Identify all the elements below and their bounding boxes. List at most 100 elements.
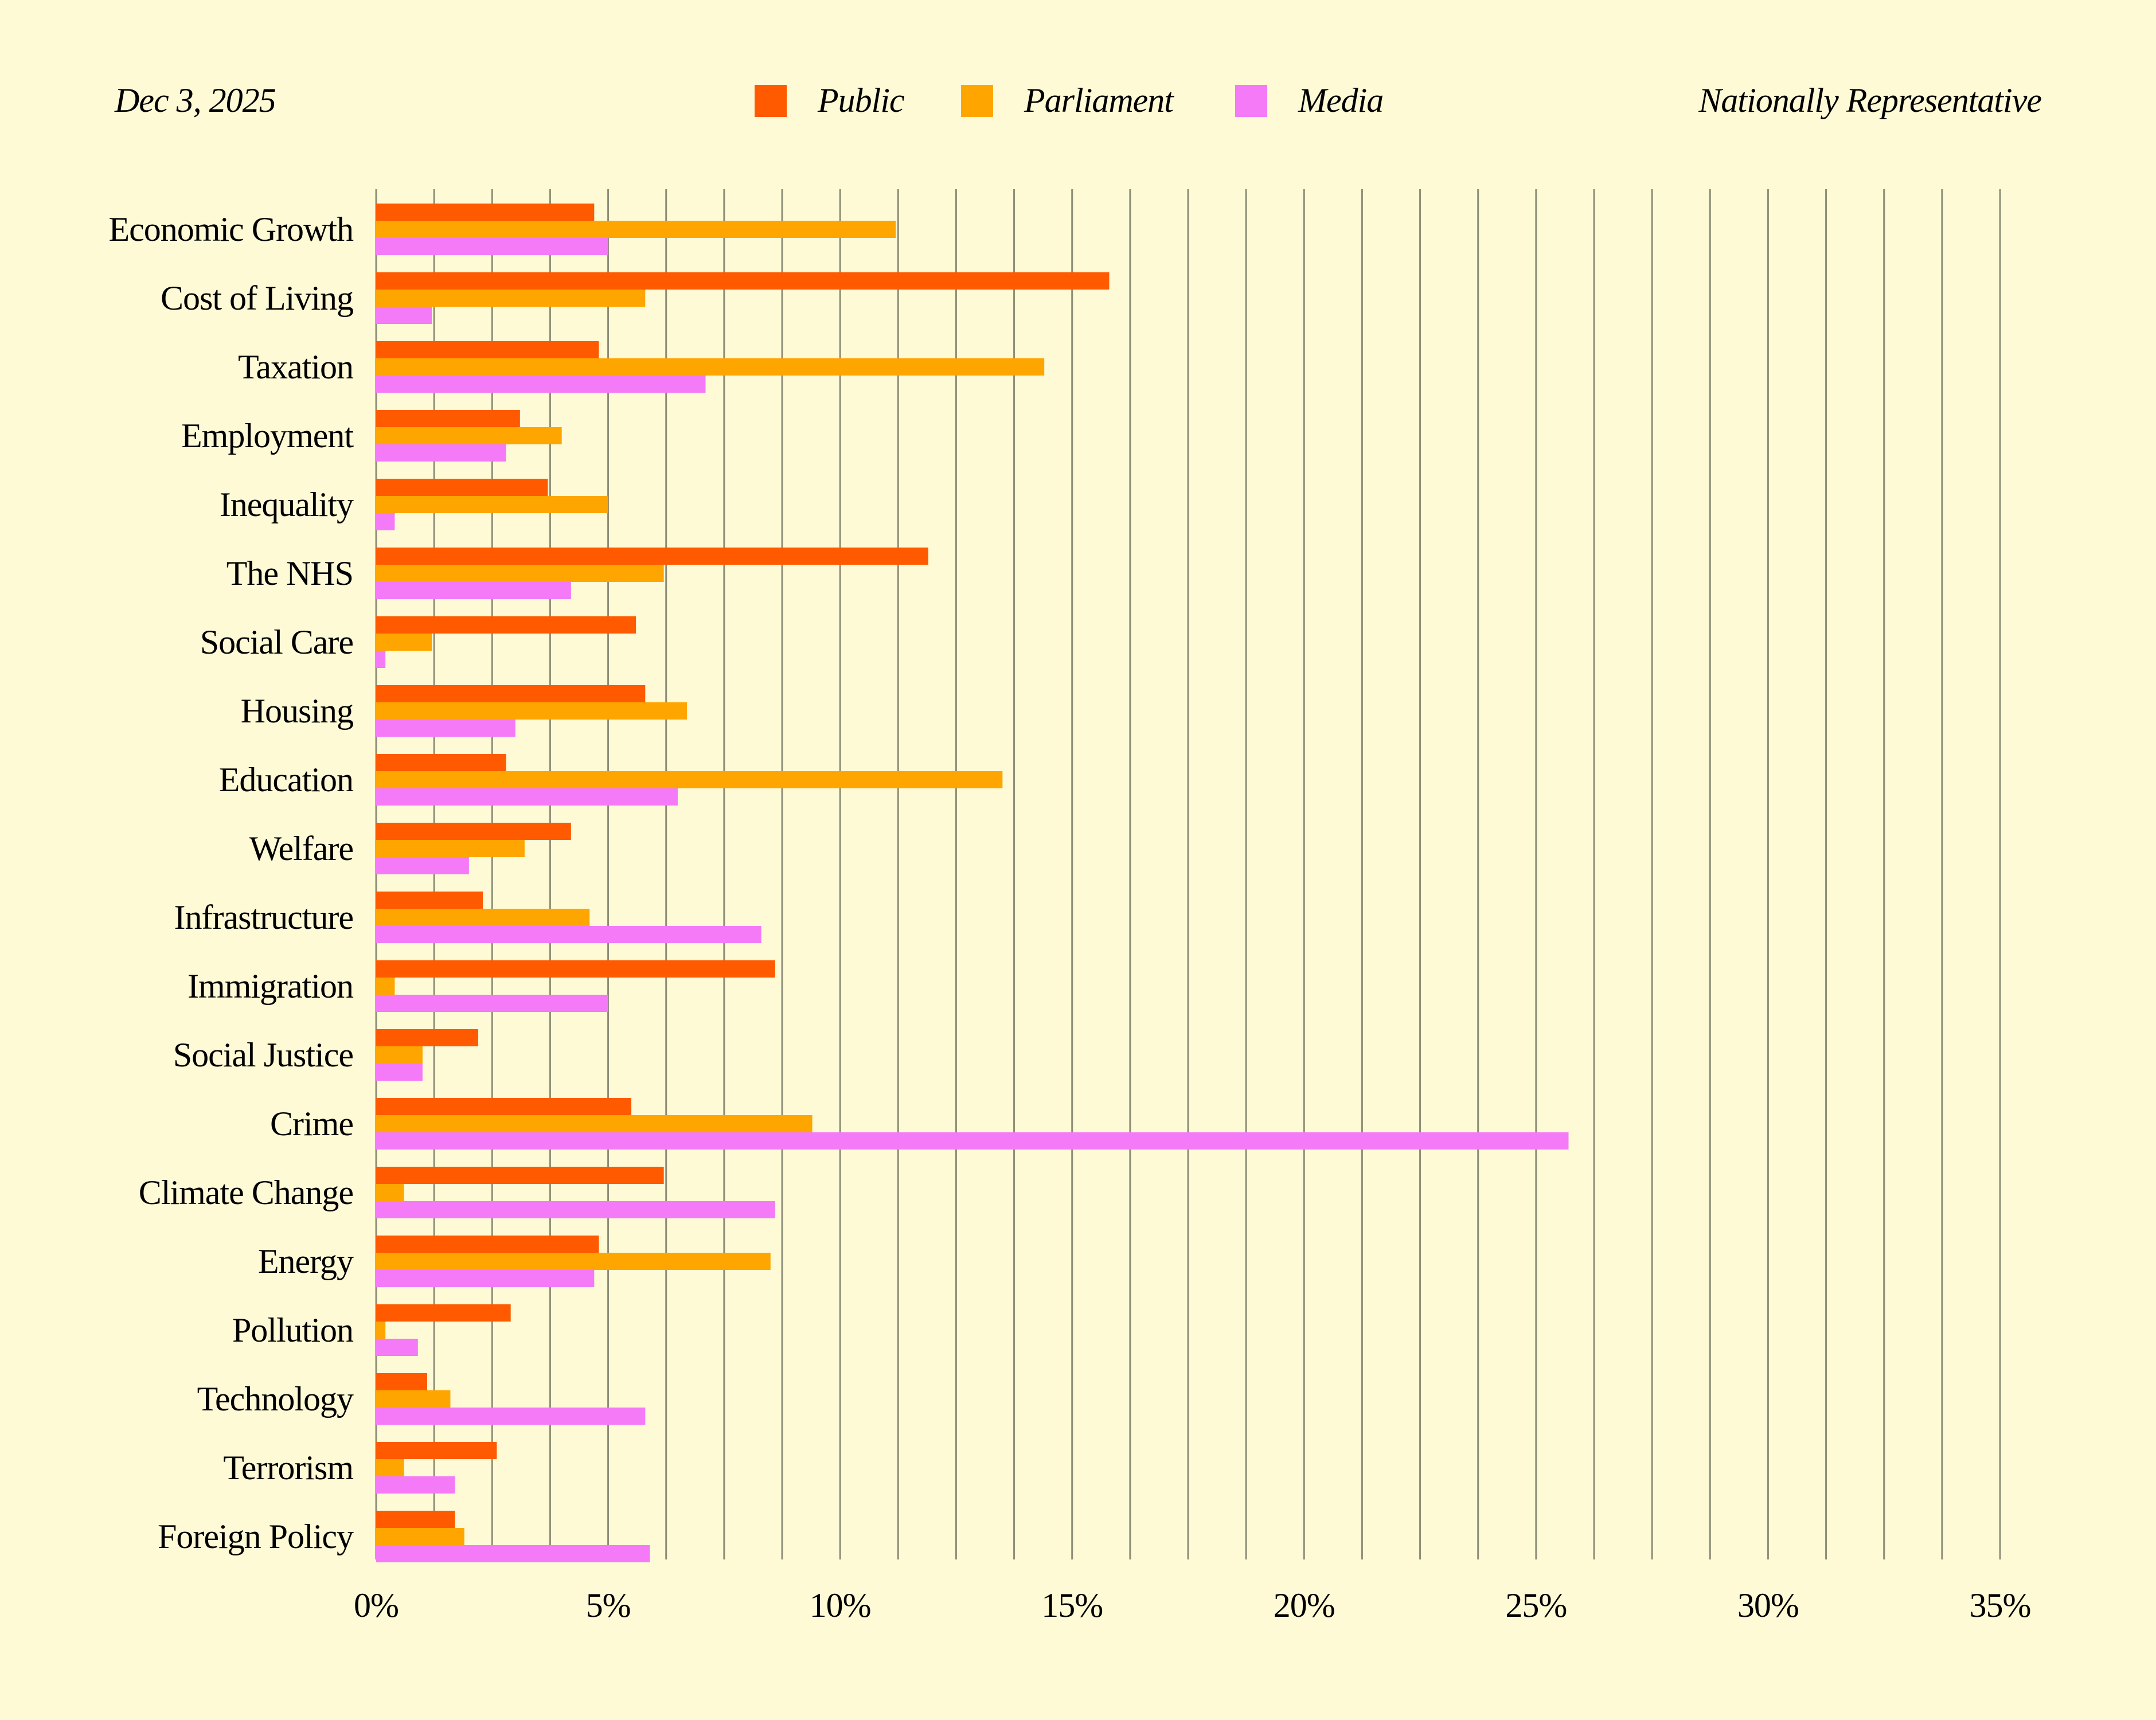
category-label: Housing — [241, 692, 353, 730]
category-label: Pollution — [232, 1311, 354, 1349]
media-bar — [376, 720, 515, 737]
media-bar — [376, 926, 761, 943]
category-label: Inequality — [220, 486, 354, 523]
media-bar — [376, 1201, 775, 1218]
sample-label: Nationally Representative — [1698, 81, 2041, 119]
category-label: Climate Change — [139, 1174, 353, 1211]
public-bar — [376, 204, 595, 221]
parliament-bar — [376, 771, 1003, 788]
parliament-bar — [376, 1046, 423, 1064]
public-bar — [376, 1029, 479, 1046]
media-bar — [376, 995, 608, 1012]
public-bar — [376, 1373, 428, 1390]
public-bar — [376, 685, 646, 702]
public-bar — [376, 1511, 455, 1528]
public-bar — [376, 823, 571, 840]
public-bar — [376, 892, 483, 909]
media-bar — [376, 788, 678, 806]
bars — [376, 204, 1569, 1562]
media-bar — [376, 513, 395, 530]
parliament-bar — [376, 496, 608, 513]
parliament-bar — [376, 1253, 771, 1270]
legend-swatch-public — [755, 85, 787, 117]
x-tick-label: 5% — [586, 1586, 631, 1624]
public-bar — [376, 1236, 599, 1253]
media-bar — [376, 1339, 418, 1356]
public-bar — [376, 754, 506, 771]
public-bar — [376, 616, 636, 634]
chart-legend: Public Parliament Media — [755, 81, 1384, 119]
x-tick-label: 30% — [1737, 1586, 1799, 1624]
category-label: Employment — [181, 417, 354, 455]
x-tick-label: 15% — [1041, 1586, 1103, 1624]
x-tick-label: 10% — [810, 1586, 871, 1624]
x-tick-label: 25% — [1505, 1586, 1567, 1624]
public-bar — [376, 960, 775, 978]
public-bar — [376, 272, 1110, 290]
category-label: The NHS — [226, 554, 353, 592]
legend-swatch-media — [1235, 85, 1267, 117]
public-bar — [376, 479, 548, 496]
legend-label-media: Media — [1298, 81, 1383, 119]
parliament-bar — [376, 909, 590, 926]
public-bar — [376, 1442, 497, 1459]
public-bar — [376, 410, 520, 427]
public-bar — [376, 341, 599, 358]
x-tick-labels: 0% 5% 10% 15% 20% 25% 30% 35% — [354, 1586, 2031, 1624]
media-bar — [376, 582, 571, 599]
parliament-bar — [376, 702, 688, 720]
category-label: Welfare — [249, 830, 353, 867]
parliament-bar — [376, 290, 646, 307]
media-bar — [376, 444, 506, 462]
parliament-bar — [376, 1459, 404, 1476]
category-label: Infrastructure — [174, 898, 353, 936]
parliament-bar — [376, 1115, 813, 1132]
public-bar — [376, 1098, 632, 1115]
x-tick-label: 35% — [1970, 1586, 2031, 1624]
public-bar — [376, 548, 928, 565]
category-label: Economic Growth — [108, 210, 354, 248]
parliament-bar — [376, 221, 896, 238]
category-label: Foreign Policy — [158, 1518, 354, 1555]
media-bar — [376, 1064, 423, 1081]
legend-label-parliament: Parliament — [1024, 81, 1174, 119]
legend-swatch-parliament — [961, 85, 993, 117]
media-bar — [376, 1408, 646, 1425]
parliament-bar — [376, 565, 664, 582]
parliament-bar — [376, 1528, 464, 1545]
category-label: Cost of Living — [161, 279, 353, 317]
media-bar — [376, 307, 432, 324]
category-label: Education — [219, 761, 354, 799]
media-bar — [376, 1476, 455, 1494]
category-label: Technology — [197, 1380, 354, 1418]
category-label: Energy — [258, 1242, 354, 1280]
parliament-bar — [376, 978, 395, 995]
category-label: Terrorism — [223, 1449, 353, 1487]
media-bar — [376, 376, 706, 393]
media-bar — [376, 651, 386, 668]
category-label: Taxation — [238, 348, 354, 386]
date-label: Dec 3, 2025 — [114, 81, 276, 119]
legend-label-public: Public — [817, 81, 904, 119]
parliament-bar — [376, 358, 1045, 376]
media-bar — [376, 857, 469, 874]
category-labels: Economic Growth Cost of Living Taxation Emp… — [108, 210, 354, 1555]
media-bar — [376, 1270, 595, 1287]
category-label: Social Care — [200, 623, 353, 661]
parliament-bar — [376, 1184, 404, 1201]
category-label: Crime — [270, 1105, 353, 1143]
parliament-bar — [376, 1390, 451, 1408]
category-label: Immigration — [188, 967, 354, 1005]
public-bar — [376, 1304, 511, 1322]
parliament-bar — [376, 634, 432, 651]
parliament-bar — [376, 427, 562, 444]
media-bar — [376, 1132, 1569, 1150]
parliament-bar — [376, 1322, 386, 1339]
public-bar — [376, 1167, 664, 1184]
media-bar — [376, 1545, 650, 1562]
x-tick-label: 0% — [354, 1586, 399, 1624]
x-tick-label: 20% — [1274, 1586, 1335, 1624]
media-bar — [376, 238, 608, 255]
category-label: Social Justice — [173, 1036, 353, 1074]
